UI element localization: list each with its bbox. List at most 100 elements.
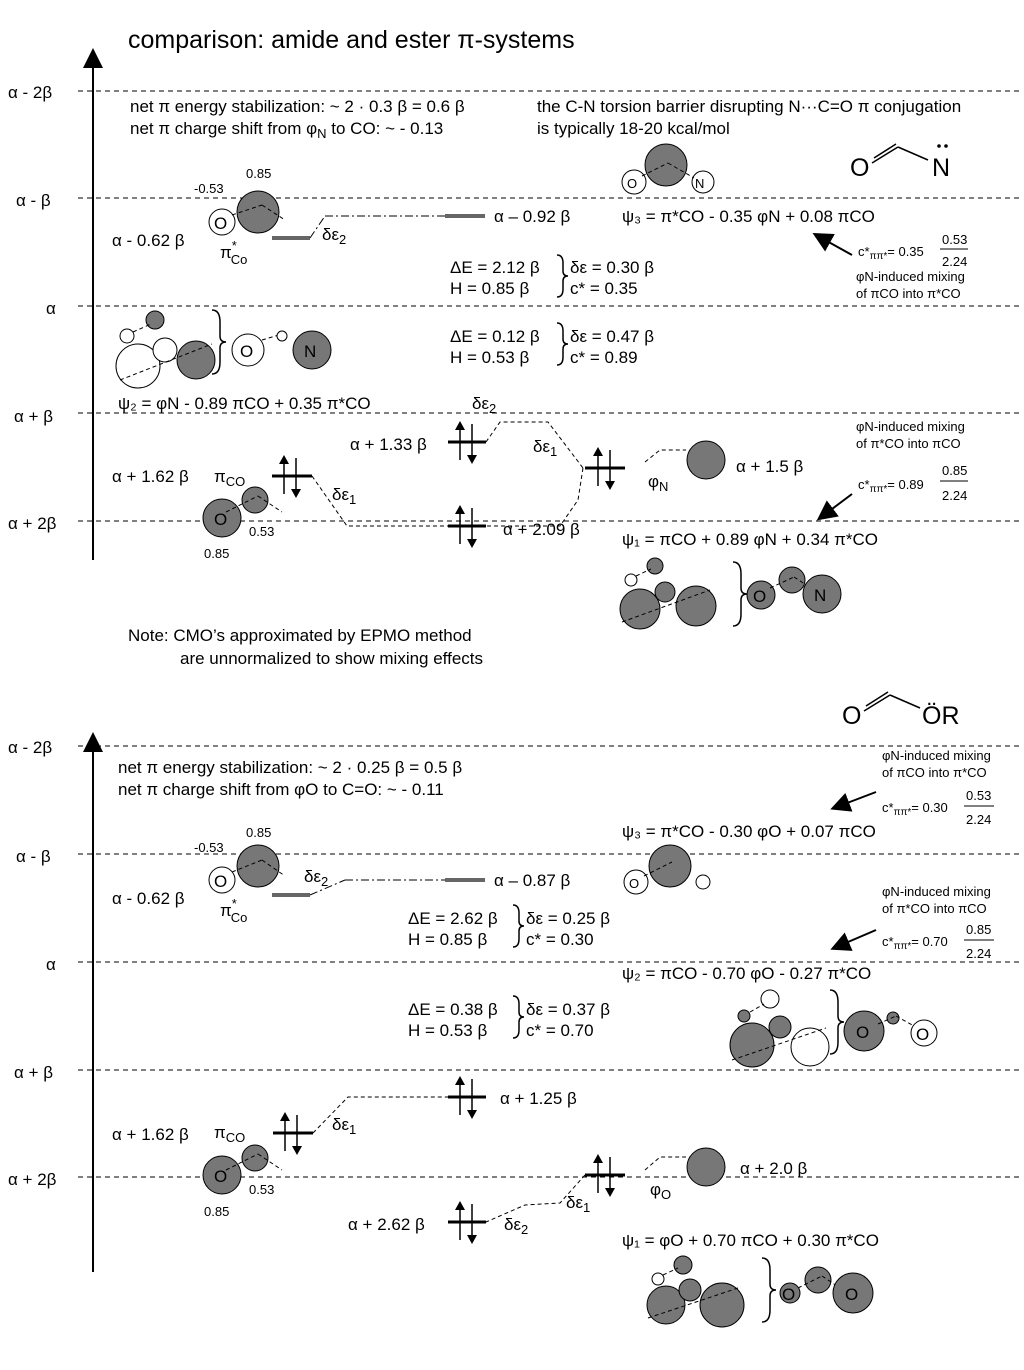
electron-pair [455,505,477,548]
axis-label-a+b-ester: α + β [14,1063,53,1082]
ester-e125: α + 1.25 β [500,1089,577,1108]
dE2: ΔE = 0.12 β [450,327,540,346]
diagram-title: comparison: amide and ester π-systems [128,26,575,54]
electron-pair [280,1112,302,1155]
ester-psi3-energy: α – 0.87 β [494,871,571,890]
ester-dE1: ΔE = 2.62 β [408,909,498,928]
svg-text:N: N [695,176,704,191]
ester-psi2-orbital: O O [729,989,938,1068]
ester-psi3-coef: c*ππ*= 0.30 [882,800,948,818]
mix-top-text-1: φN-induced mixing [856,269,965,284]
ester-mix-top-1: φN-induced mixing [882,748,991,763]
pico-coef-bot: 0.85 [204,546,229,561]
psi1-orbital: O N [619,557,842,630]
mix-arrow-bot [816,493,853,521]
axis-label-a-2b: α - 2β [8,83,52,102]
c1: c* = 0.35 [570,279,638,298]
ester-psi2-coef: c*ππ*= 0.70 [882,934,948,952]
de2-mid-label: δε2 [472,394,496,416]
de2-top-label: δε2 [322,225,346,247]
pistar-connector [309,215,326,239]
dE1: ΔE = 2.12 β [450,258,540,277]
ester-pistar-label: π* Co [220,896,247,925]
e162-label: α + 1.62 β [112,467,189,486]
note-line-1: Note: CMO’s approximated by EPMO method [128,626,472,645]
pistar-co-orbital: O [208,190,286,236]
pistar-coef-top: 0.85 [246,166,271,181]
ester-de2-bot: δε2 [504,1215,528,1237]
svg-text:O: O [629,876,639,891]
svg-text:N: N [932,154,950,182]
c2: c* = 0.89 [570,348,638,367]
H2: H = 0.53 β [450,348,529,367]
note-line-2: are unnormalized to show mixing effects [180,649,483,668]
axis-label-a-ester: α [46,955,56,974]
amide-structure: O N [850,143,950,182]
svg-text:O: O [214,214,227,233]
ester-psi1-equation: ψ₁ = φO + 0.70 πCO + 0.30 π*CO [622,1231,879,1250]
ester-pico-coef-bot: 0.85 [204,1204,229,1219]
phiN-orbital [686,440,726,480]
svg-text:O: O [782,1285,795,1304]
svg-text:N: N [304,342,316,361]
ester-stabilization: net π energy stabilization: ~ 2 · 0.25 β… [118,758,462,777]
ester-psi3-frac-den: 2.24 [966,812,991,827]
ester-psi2-frac-num: 0.85 [966,922,991,937]
ester-mix-arrow-top [830,791,877,812]
de1-mid-label: δε1 [533,437,557,459]
axis-label-a+b: α + β [14,407,53,426]
psi3-coef: c*ππ*= 0.35 [858,244,924,262]
electron-pair [593,447,615,490]
ester-ds1: δε = 0.25 β [526,909,610,928]
svg-text:O: O [856,1023,869,1042]
ester-mix-mid-1: φN-induced mixing [882,884,991,899]
ester-psi3-orbital: O [623,844,711,895]
mix-bot-text-1: φN-induced mixing [856,419,965,434]
ester-mix-mid-2: of π*CO into πCO [882,901,987,916]
ester-pi-co-label: πCO [214,1123,245,1145]
ester-e20: α + 2.0 β [740,1159,808,1178]
electron-pair [455,1201,477,1244]
ester-mix-top-2: of πCO into π*CO [882,765,987,780]
ester-c2: c* = 0.70 [526,1021,594,1040]
svg-text:O: O [753,587,766,606]
axis-label-a: α [46,299,56,318]
axis-label-a+2b-ester: α + 2β [8,1170,57,1189]
ester-pistar-orbital: O [208,844,286,894]
psi3-frac-num: 0.53 [942,232,967,247]
psi3-equation: ψ₃ = π*CO - 0.35 φN + 0.08 πCO [622,207,875,226]
axis-label-a-b: α - β [16,191,51,210]
svg-text:O: O [214,1167,227,1186]
svg-text:O: O [850,154,869,182]
ester-charge-shift: net π charge shift from φO to C=O: ~ - 0… [118,780,444,799]
ester-psi2-frac-den: 2.24 [966,946,991,961]
axis-label-a-2b-ester: α - 2β [8,738,52,757]
ester-mix-arrow-mid [830,929,877,951]
ester-de1-left: δε1 [332,1115,356,1137]
axis-label-a+2b: α + 2β [8,514,57,533]
psi3-orbital: O N [621,143,715,195]
ds2: δε = 0.47 β [570,327,654,346]
e15-label: α + 1.5 β [736,457,804,476]
mix-top-text-2: of πCO into π*CO [856,286,961,301]
psi2-orbital: O N [115,309,332,389]
ester-de2-top: δε2 [304,867,328,889]
ester-H1: H = 0.85 β [408,930,487,949]
ester-e262: α + 2.62 β [348,1215,425,1234]
ester-pistar-coef-top: 0.85 [246,825,271,840]
torsion-note-1: the C-N torsion barrier disrupting N···C… [537,97,961,116]
pi-co-label: πCO [214,467,245,489]
amide-charge-shift: net π charge shift from φN to CO: ~ - 0.… [130,119,443,141]
ester-dE2: ΔE = 0.38 β [408,1000,498,1019]
ester-de1-right: δε1 [566,1193,590,1215]
ds1: δε = 0.30 β [570,258,654,277]
svg-text:O: O [842,702,861,730]
ester-ds2: δε = 0.37 β [526,1000,610,1019]
pistar-label: π* Co [220,238,247,267]
ester-pistar-energy: α - 0.62 β [112,889,185,908]
svg-text:O: O [240,342,253,361]
psi1-frac-num: 0.85 [942,463,967,478]
phiN-label: φN [648,472,668,494]
